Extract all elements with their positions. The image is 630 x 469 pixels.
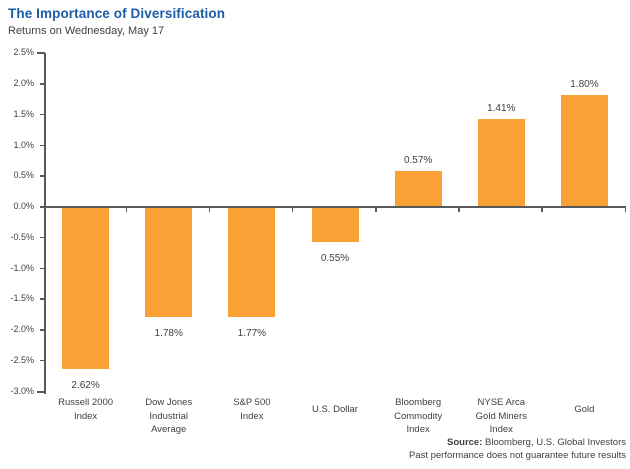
source-label: Source: [447, 437, 483, 448]
y-tick [40, 83, 45, 85]
y-tick-label: 1.5% [13, 108, 34, 119]
x-category-line: Gold [574, 404, 595, 415]
bar-value-label: 2.62% [71, 380, 100, 392]
x-tick [208, 208, 211, 212]
x-tick [458, 208, 460, 212]
source-text: Bloomberg, U.S. Global Investors [482, 437, 626, 448]
y-tick [40, 144, 45, 146]
y-tick-label: 1.0% [13, 139, 34, 150]
x-category-line: Industrial [149, 410, 188, 422]
x-category-label-gold: Gold [541, 403, 628, 417]
bar-value-label: 1.41% [487, 103, 516, 115]
bar-value-label: 1.78% [154, 328, 183, 340]
y-tick-label: 0.0% [13, 201, 34, 211]
bar-russell-2000-index [62, 208, 110, 370]
x-category-line: U.S. Dollar [312, 404, 358, 415]
y-tick-label: -3.0% [10, 385, 34, 396]
bar-u-s-dollar [311, 208, 359, 242]
x-category-line: Index [406, 424, 430, 435]
y-tick [40, 175, 45, 177]
y-tick [37, 390, 45, 393]
y-tick [40, 359, 45, 362]
x-tick [125, 208, 128, 212]
y-tick [40, 298, 45, 300]
x-category-label-u-s-dollar: U.S. Dollar [291, 403, 378, 417]
y-tick-label: 2.0% [13, 78, 34, 88]
x-category-line: Bloomberg [395, 397, 442, 408]
y-tick-label: -2.5% [10, 354, 34, 365]
x-category-label-russell-2000-index: Russell 2000 Index [42, 396, 129, 423]
x-category-label-dow-jones-industrial-average: Dow Jones Industrial Average [125, 396, 212, 437]
x-tick [375, 208, 377, 212]
y-tick [40, 329, 45, 331]
y-tick-label: -1.5% [10, 293, 34, 304]
x-axis-line [44, 206, 626, 208]
y-tick-label: -1.0% [10, 262, 34, 273]
x-category-line: Dow Jones [145, 397, 193, 408]
bar-s-p-500-index [228, 208, 276, 317]
y-tick-label: 0.5% [13, 170, 34, 181]
y-tick-label: -0.5% [10, 231, 34, 242]
y-tick [40, 113, 45, 116]
x-tick [541, 208, 543, 212]
bar-value-label: 1.80% [570, 79, 599, 91]
x-category-label-s-p-500-index: S&P 500 Index [208, 396, 295, 423]
bar-value-label: 0.57% [403, 154, 433, 166]
bar-value-label: 1.77% [237, 327, 267, 339]
y-axis-line [44, 53, 46, 394]
source-note: Source: Bloomberg, U.S. Global Investors [447, 437, 626, 448]
bar-gold [560, 95, 608, 206]
x-tick [624, 208, 626, 212]
x-category-line: Index [73, 410, 98, 422]
chart-title: The Importance of Diversification [8, 6, 226, 21]
x-category-line: Index [240, 410, 264, 422]
bar-nyse-arca-gold-miners-index [477, 119, 525, 206]
x-tick [291, 208, 294, 212]
y-tick-label: -2.0% [10, 324, 34, 334]
bar-dow-jones-industrial-average [145, 208, 193, 318]
y-tick [40, 267, 45, 269]
x-category-line: Average [151, 424, 187, 435]
x-category-line: S&P 500 [233, 397, 271, 408]
x-category-label-nyse-arca-gold-miners-index: NYSE Arca Gold Miners Index [458, 396, 545, 437]
y-tick-label: 2.5% [13, 47, 34, 58]
bar-bloomberg-commodity-index [394, 170, 442, 206]
x-category-line: Index [489, 424, 513, 435]
x-category-line: NYSE Arca [477, 397, 526, 408]
y-tick [37, 52, 45, 55]
bar-value-label: 0.55% [320, 252, 350, 264]
x-category-line: Gold Miners [475, 410, 527, 422]
y-tick [40, 206, 45, 208]
chart-subtitle: Returns on Wednesday, May 17 [8, 25, 165, 37]
x-category-line: Commodity [394, 410, 443, 422]
x-category-label-bloomberg-commodity-index: Bloomberg Commodity Index [375, 396, 462, 437]
disclaimer-text: Past performance does not guarantee futu… [408, 450, 626, 461]
y-tick [40, 236, 45, 239]
x-category-line: Russell 2000 [58, 397, 114, 408]
